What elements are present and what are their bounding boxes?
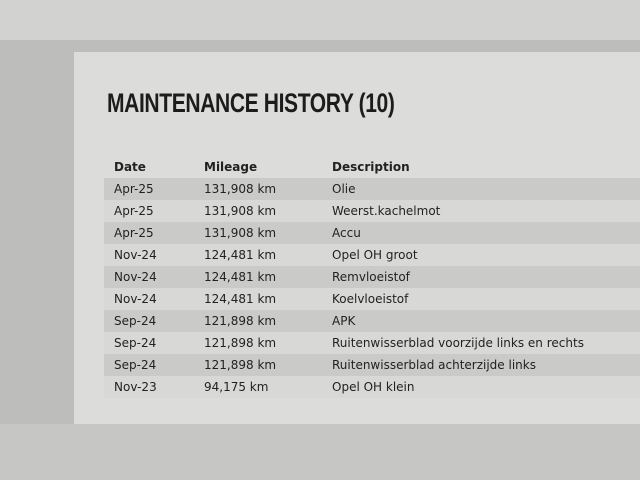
date-cell: Apr-25	[104, 178, 194, 200]
mileage-cell: 124,481 km	[194, 288, 322, 310]
date-cell: Sep-24	[104, 354, 194, 376]
table-row: Apr-25 131,908 km Accu	[104, 222, 640, 244]
mileage-cell: 131,908 km	[194, 222, 322, 244]
background-top	[0, 0, 640, 40]
description-cell: APK	[322, 310, 640, 332]
table-row: Sep-24 121,898 km Ruitenwisserblad achterz…	[104, 354, 640, 376]
date-cell: Nov-24	[104, 266, 194, 288]
date-cell: Sep-24	[104, 310, 194, 332]
description-cell: Ruitenwisserblad voorzijde links en rech…	[322, 332, 640, 354]
page-title: MAINTENANCE HISTORY (10)	[107, 88, 395, 118]
background-bottom	[0, 424, 640, 480]
mileage-cell: 94,175 km	[194, 376, 322, 398]
date-cell: Apr-25	[104, 222, 194, 244]
maintenance-table: Date Mileage Description Apr-25 131,908 k…	[104, 156, 640, 398]
date-cell: Apr-25	[104, 200, 194, 222]
description-cell: Remvloeistof	[322, 266, 640, 288]
mileage-cell: 131,908 km	[194, 178, 322, 200]
mileage-cell: 121,898 km	[194, 332, 322, 354]
mileage-cell: 124,481 km	[194, 244, 322, 266]
table-row: Nov-23 94,175 km Opel OH klein	[104, 376, 640, 398]
column-header-date: Date	[114, 160, 146, 174]
date-cell: Nov-24	[104, 288, 194, 310]
table-row: Nov-24 124,481 km Koelvloeistof	[104, 288, 640, 310]
description-cell: Opel OH groot	[322, 244, 640, 266]
table-row: Nov-24 124,481 km Opel OH groot	[104, 244, 640, 266]
mileage-cell: 124,481 km	[194, 266, 322, 288]
description-cell: Koelvloeistof	[322, 288, 640, 310]
date-cell: Nov-23	[104, 376, 194, 398]
description-cell: Opel OH klein	[322, 376, 640, 398]
date-cell: Nov-24	[104, 244, 194, 266]
date-cell: Sep-24	[104, 332, 194, 354]
description-cell: Ruitenwisserblad achterzijde links	[322, 354, 640, 376]
column-header-description: Description	[332, 160, 410, 174]
table-row: Nov-24 124,481 km Remvloeistof	[104, 266, 640, 288]
maintenance-panel: MAINTENANCE HISTORY (10) Date Mileage De…	[74, 52, 640, 424]
table-row: Sep-24 121,898 km Ruitenwisserblad voorzij…	[104, 332, 640, 354]
description-cell: Accu	[322, 222, 640, 244]
mileage-cell: 121,898 km	[194, 310, 322, 332]
mileage-cell: 131,908 km	[194, 200, 322, 222]
description-cell: Weerst.kachelmot	[322, 200, 640, 222]
table-row: Apr-25 131,908 km Olie	[104, 178, 640, 200]
mileage-cell: 121,898 km	[194, 354, 322, 376]
table-header-row: Date Mileage Description	[104, 156, 640, 178]
column-header-mileage: Mileage	[204, 160, 258, 174]
description-cell: Olie	[322, 178, 640, 200]
table-row: Apr-25 131,908 km Weerst.kachelmot	[104, 200, 640, 222]
table-row: Sep-24 121,898 km APK	[104, 310, 640, 332]
